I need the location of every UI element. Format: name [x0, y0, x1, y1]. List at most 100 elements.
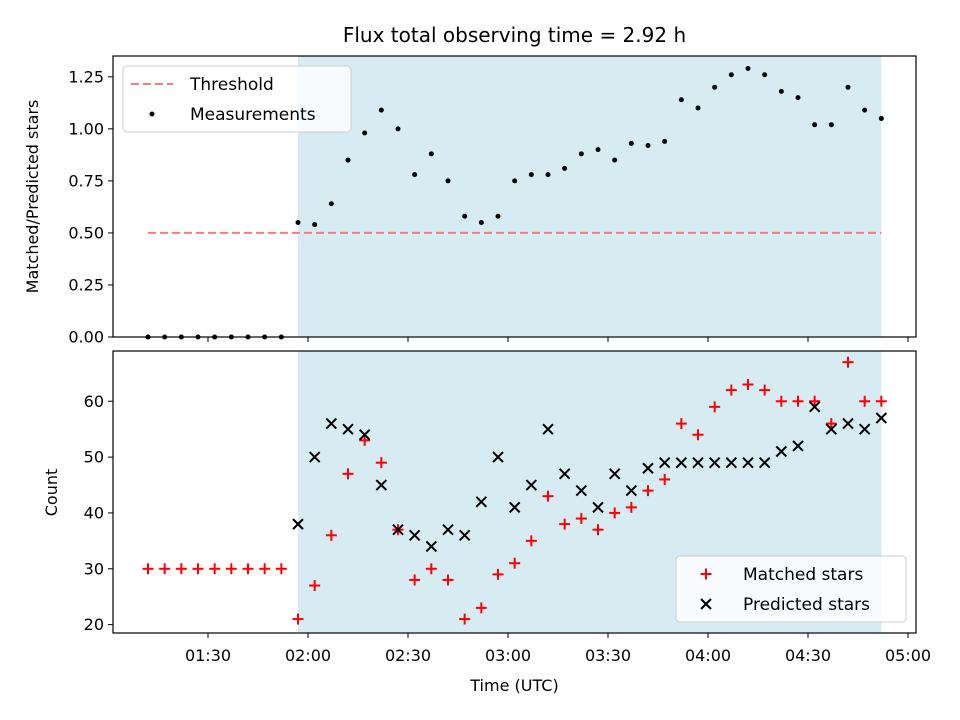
predicted-star-point: [592, 501, 604, 514]
predicted-star-point-b: [525, 479, 538, 491]
predicted-star-point-b: [475, 496, 488, 508]
bottom-y-tick-label: 40: [84, 503, 104, 522]
matched-star-point: [792, 395, 804, 407]
chart-title: Flux total observing time = 2.92 h: [343, 23, 686, 47]
predicted-star-point-b: [375, 479, 388, 491]
matched-star-point: [142, 563, 154, 575]
matched-star-point: [375, 457, 387, 469]
measurement-point: [378, 107, 384, 113]
measurement-point: [612, 157, 618, 163]
matched-star-point: [292, 613, 304, 625]
measurement-point: [595, 147, 601, 153]
predicted-star-point: [575, 484, 588, 497]
predicted-star-point-b: [825, 423, 838, 435]
predicted-star-point-b: [308, 451, 321, 463]
measurement-point: [812, 122, 818, 128]
legend-measurements-swatch: [149, 111, 155, 117]
predicted-star-point: [458, 529, 471, 541]
observing-window-shade-top: [298, 56, 882, 337]
predicted-star-point: [475, 496, 488, 508]
measurement-point: [845, 84, 851, 90]
top-y-tick-label: 0.00: [68, 328, 104, 347]
predicted-star-point: [658, 456, 671, 469]
matched-star-point: [809, 395, 821, 407]
measurement-point: [712, 84, 718, 90]
predicted-star-point-b: [508, 501, 521, 514]
predicted-star-point-b: [675, 456, 688, 469]
matched-star-point: [509, 557, 521, 569]
measurement-point: [828, 122, 834, 128]
matched-star-point: [675, 418, 687, 430]
predicted-star-point-b: [492, 451, 504, 463]
predicted-star-point: [642, 462, 654, 474]
predicted-star-point-b: [608, 468, 621, 480]
x-tick-label: 04:30: [785, 646, 831, 665]
predicted-star-point: [875, 412, 888, 424]
predicted-star-point: [625, 484, 638, 497]
measurement-point: [478, 220, 484, 226]
predicted-star-point-b: [842, 417, 854, 430]
matched-star-point: [725, 384, 737, 396]
matched-star-point: [342, 468, 354, 480]
predicted-star-point-b: [458, 529, 471, 541]
matched-star-point: [192, 563, 204, 575]
measurement-point: [678, 97, 684, 103]
top-legend: Threshold Measurements: [122, 65, 352, 133]
predicted-star-point: [708, 456, 721, 469]
predicted-star-point: [775, 445, 788, 458]
predicted-star-point: [742, 456, 754, 469]
predicted-star-point-b: [558, 468, 571, 480]
predicted-star-point-b: [708, 456, 721, 469]
legend-threshold-label: Threshold: [189, 75, 274, 95]
measurement-point: [562, 165, 568, 171]
predicted-star-point-b: [875, 412, 888, 424]
legend-predicted-label: Predicted stars: [743, 595, 870, 615]
matched-star-point: [209, 563, 221, 575]
predicted-star-point-b: [358, 429, 371, 441]
top-y-tick-label: 1.25: [68, 67, 104, 86]
top-y-tick-label: 0.75: [68, 171, 104, 190]
matched-star-point: [475, 602, 487, 614]
measurement-point: [645, 143, 651, 149]
matched-star-point: [259, 563, 271, 575]
predicted-star-point: [725, 456, 738, 469]
matched-star-point: [492, 568, 504, 580]
predicted-star-point-b: [808, 401, 821, 413]
predicted-star-point: [508, 501, 521, 514]
x-axis-label: Time (UTC): [469, 676, 558, 695]
bottom-legend: Matched stars Predicted stars: [675, 555, 907, 623]
matched-star-point: [692, 429, 704, 441]
matched-star-point: [842, 356, 854, 368]
top-y-tick-label: 0.50: [68, 223, 104, 242]
measurement-point: [862, 107, 868, 113]
measurement-point: [328, 201, 334, 207]
matched-star-point: [175, 563, 187, 575]
matched-star-point: [325, 529, 337, 541]
predicted-star-point: [608, 468, 621, 480]
matched-star-point: [275, 563, 287, 575]
bottom-y-axis-label: Count: [42, 469, 61, 517]
x-tick-label: 04:00: [685, 646, 731, 665]
measurement-point: [495, 213, 501, 219]
matched-star-point: [159, 563, 171, 575]
x-tick-label: 02:00: [285, 646, 331, 665]
matched-star-point: [759, 384, 771, 396]
matched-star-point: [592, 524, 604, 536]
bottom-legend-box: [675, 555, 907, 623]
predicted-star-point: [342, 423, 354, 435]
top-plot: 0.00 0.25 0.50 0.75 1.00 1.25 Matched/Predict…: [23, 55, 917, 347]
measurement-point: [628, 140, 634, 146]
bottom-y-tick-label: 60: [84, 392, 104, 411]
predicted-star-point-b: [692, 456, 704, 469]
predicted-star-point-b: [725, 456, 738, 469]
predicted-star-point: [758, 456, 771, 469]
predicted-star-point-b: [325, 417, 338, 430]
predicted-star-point-b: [625, 484, 638, 497]
measurement-point: [662, 138, 668, 144]
bottom-y-tick-label: 50: [84, 448, 104, 467]
predicted-star-point: [842, 417, 854, 430]
top-y-axis-label: Matched/Predicted stars: [23, 100, 42, 294]
predicted-star-point: [292, 518, 304, 530]
predicted-star-point: [408, 529, 421, 541]
